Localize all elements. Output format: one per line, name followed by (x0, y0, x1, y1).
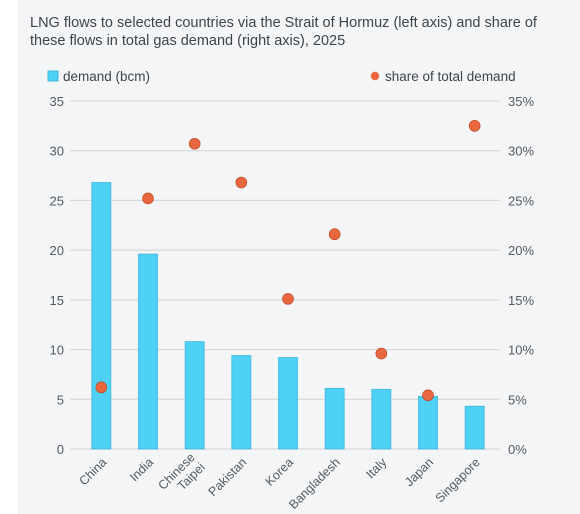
right-tick-label: 10% (508, 343, 534, 358)
demand-bar (91, 182, 112, 450)
share-point (235, 176, 248, 189)
left-tick-label: 10 (50, 343, 64, 358)
right-tick-label: 25% (508, 193, 534, 208)
legend-demand-swatch (47, 70, 59, 82)
right-tick-label: 35% (508, 94, 534, 109)
right-tick-label: 15% (508, 293, 534, 308)
share-point (282, 293, 294, 305)
legend-share-label: share of total demand (385, 69, 516, 84)
chart-card (18, 0, 580, 514)
demand-bar (324, 387, 345, 450)
demand-bar (231, 355, 252, 450)
category-label: Japan (402, 455, 436, 489)
category-label: ChineseTaipei (156, 450, 208, 502)
demand-bar (464, 405, 485, 450)
right-axis-ticks: 0% 5% 10% 15% 20% 25% 30% 35% (508, 94, 534, 457)
demand-bar (184, 341, 205, 450)
left-tick-label: 20 (50, 243, 64, 258)
left-axis-ticks: 0 5 10 15 20 25 30 35 (50, 94, 64, 457)
demand-bar (371, 388, 392, 450)
category-label: Singapore (433, 455, 483, 505)
category-label: Korea (263, 455, 297, 489)
left-tick-label: 5 (57, 392, 64, 407)
share-point (188, 137, 201, 150)
bar-series (91, 182, 485, 450)
legend-demand-label: demand (bcm) (63, 69, 150, 84)
right-tick-label: 20% (508, 243, 534, 258)
right-tick-label: 0% (508, 442, 527, 457)
share-series (95, 120, 481, 402)
category-label: China (76, 455, 109, 488)
legend-share-swatch (370, 71, 380, 81)
legend: demand (bcm) share of total demand (47, 69, 516, 84)
category-label: Bangladesh (286, 455, 343, 512)
left-tick-label: 35 (50, 94, 64, 109)
demand-bar (418, 395, 438, 450)
category-label: India (127, 455, 156, 484)
demand-bar (278, 357, 298, 450)
demand-bar (138, 253, 158, 450)
right-tick-label: 30% (508, 144, 534, 159)
category-label: Pakistan (206, 455, 250, 499)
share-point (422, 389, 434, 402)
category-label: Italy (363, 455, 390, 482)
share-point (95, 381, 108, 394)
right-tick-label: 5% (508, 392, 527, 407)
share-point (468, 120, 481, 132)
left-tick-label: 0 (57, 442, 64, 457)
left-tick-label: 30 (50, 144, 64, 159)
chart-title: LNG flows to selected countries via the … (30, 15, 537, 49)
share-point (328, 228, 341, 241)
left-tick-label: 15 (50, 293, 64, 308)
share-point (142, 192, 154, 205)
left-tick-label: 25 (50, 193, 64, 208)
share-point (375, 347, 388, 360)
